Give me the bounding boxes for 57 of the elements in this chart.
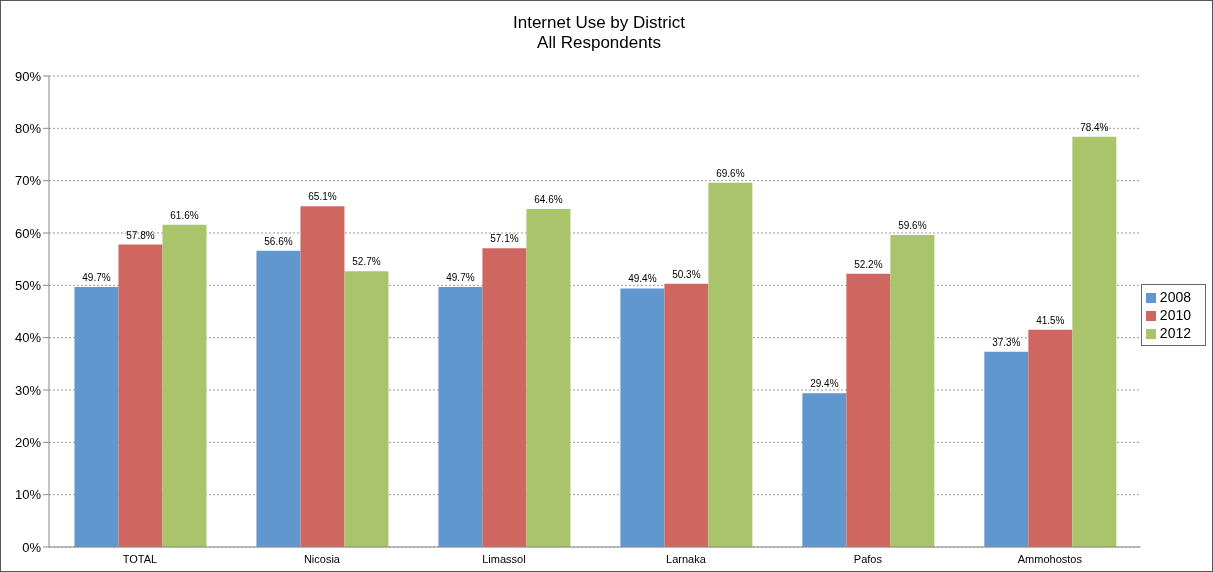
bar [1028,329,1073,547]
bar [344,271,389,547]
bar [438,286,483,547]
x-tick-label: Larnaka [666,552,707,565]
y-tick-label: 60% [14,225,42,241]
data-label: 49.7% [446,271,475,283]
bar [300,206,345,547]
chart-subtitle: All Respondents [536,33,662,53]
bar [890,235,935,547]
data-label: 59.6% [898,220,927,232]
data-label: 41.5% [1036,314,1065,326]
bar [984,351,1029,547]
bar [664,283,709,547]
y-tick-label: 10% [14,487,42,503]
data-label: 56.6% [264,235,293,247]
y-tick-label: 30% [14,382,42,398]
bar [482,248,527,547]
bar [708,182,753,547]
x-tick-label: Limassol [482,552,526,565]
data-label: 57.8% [126,229,155,241]
bar [1072,136,1117,547]
y-tick-label: 0% [22,539,42,555]
data-label: 52.7% [352,256,381,268]
y-tick-label: 40% [14,330,42,346]
legend-label: 2010 [1159,307,1191,323]
bar [526,208,571,547]
bar [846,273,891,547]
x-tick-label: TOTAL [122,552,158,565]
legend-label: 2012 [1159,325,1191,341]
data-label: 61.6% [170,209,199,221]
x-tick-label: Nicosia [303,552,341,565]
data-label: 65.1% [308,191,337,203]
bar [620,288,665,547]
data-label: 49.4% [628,273,657,285]
x-tick-label: Ammohostos [1017,552,1083,565]
bar [162,224,207,547]
data-label: 29.4% [810,378,839,390]
data-label: 49.7% [82,271,111,283]
y-tick-label: 70% [14,173,42,189]
y-tick-label: 50% [14,277,42,293]
y-tick-label: 20% [14,434,42,450]
data-label: 78.4% [1080,121,1109,133]
y-tick-label: 80% [14,120,42,136]
data-label: 57.1% [490,233,519,245]
bar [802,393,847,547]
bar [118,244,163,547]
legend-label: 2008 [1159,289,1191,305]
data-label: 50.3% [672,268,701,280]
chart-title: Internet Use by District [512,13,686,33]
data-label: 52.2% [854,258,883,270]
data-label: 37.3% [992,336,1021,348]
data-label: 64.6% [534,193,563,205]
x-tick-label: Pafos [853,552,883,565]
bar [256,250,301,547]
y-tick-label: 90% [14,68,42,84]
bar [74,286,119,547]
data-label: 69.6% [716,167,745,179]
